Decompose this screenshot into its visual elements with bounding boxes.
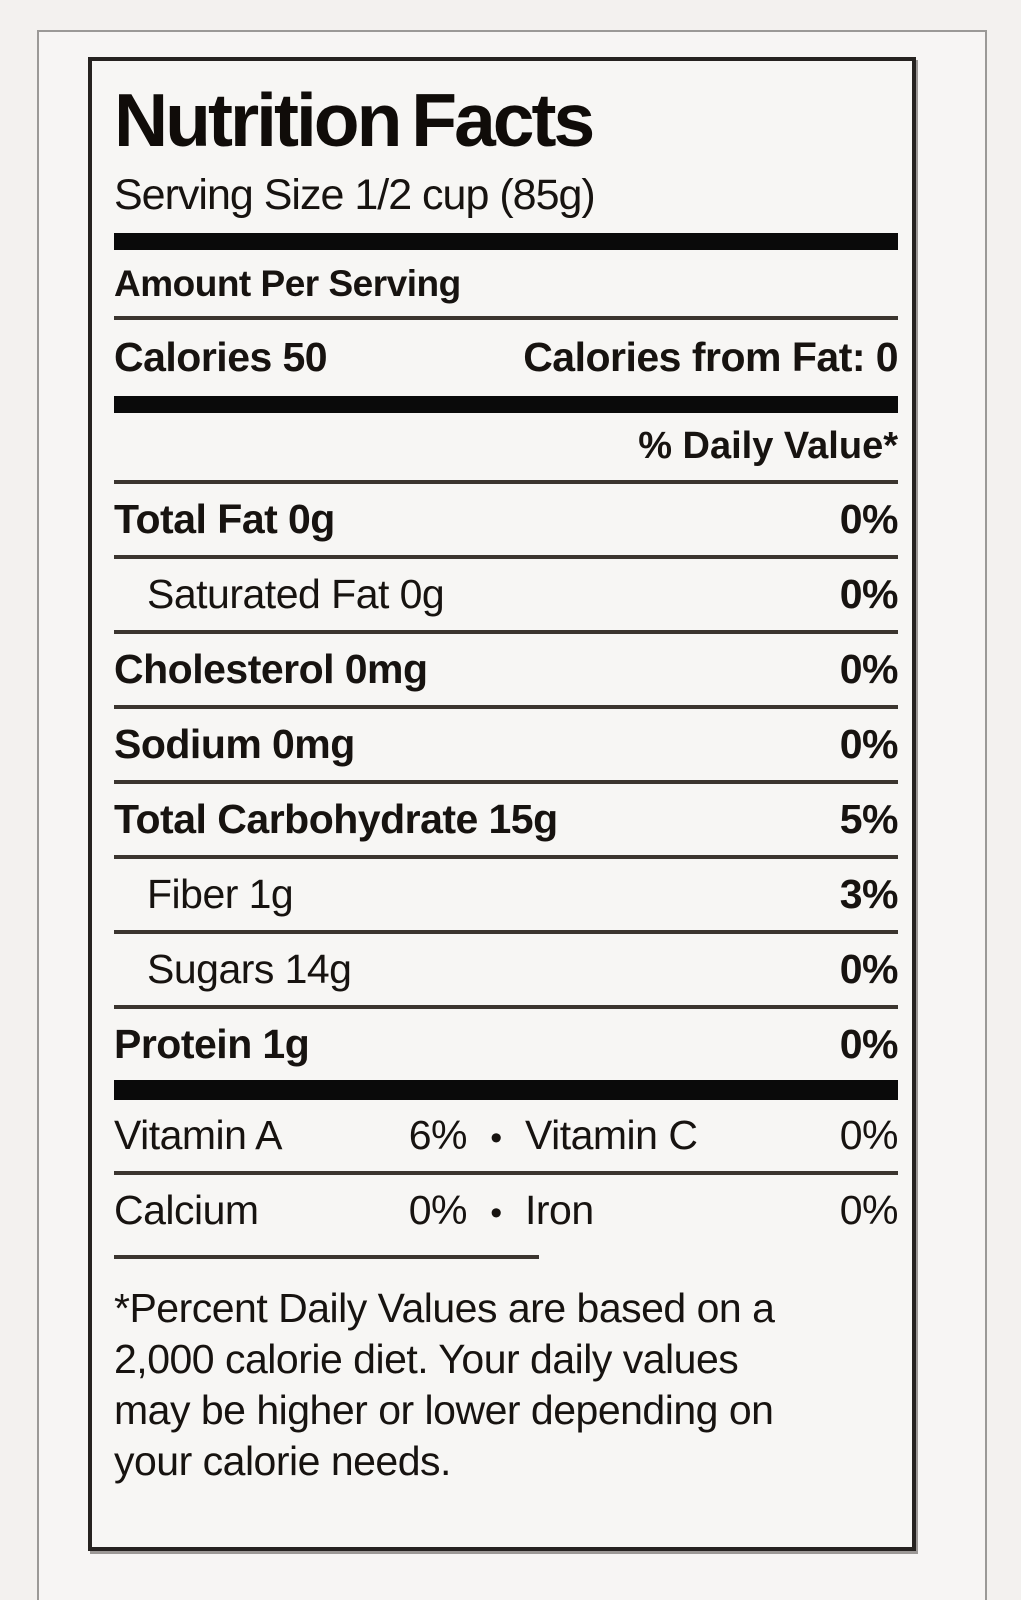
- footnote-line: *Percent Daily Values are based on a: [114, 1285, 775, 1332]
- divider: [114, 705, 898, 710]
- micronutrient-value: 6%: [408, 1112, 468, 1159]
- divider: [114, 1171, 898, 1176]
- footnote: *Percent Daily Values are based on a 2,0…: [114, 1283, 898, 1487]
- calories-value: 50: [282, 334, 328, 381]
- nutrient-amount: 0mg: [344, 646, 428, 693]
- nutrient-name: Sugars: [147, 946, 274, 993]
- nutrient-row-sodium: Sodium 0mg 0%: [114, 709, 899, 780]
- nutrient-daily-value: 0%: [839, 496, 899, 543]
- nutrient-daily-value: 0%: [839, 571, 899, 618]
- divider: [114, 555, 898, 560]
- calories: Calories 50: [114, 334, 328, 381]
- nutrient-row-saturated-fat: Saturated Fat 0g 0%: [114, 559, 899, 630]
- divider: [114, 316, 898, 321]
- micronutrient-row-vitamins: Vitamin A 6% • Vitamin C 0%: [114, 1100, 899, 1171]
- nutrient-amount: 15g: [488, 796, 559, 843]
- divider: [114, 1005, 898, 1010]
- nutrient-row-fiber: Fiber 1g 3%: [114, 859, 899, 930]
- bullet-separator: •: [490, 1119, 502, 1158]
- divider: [114, 930, 898, 935]
- micronutrient-value: 0%: [408, 1187, 468, 1234]
- nutrient-row-total-fat: Total Fat 0g 0%: [114, 484, 899, 555]
- nutrient-name: Protein: [114, 1021, 252, 1068]
- short-divider: [114, 1255, 539, 1260]
- nutrient-row-protein: Protein 1g 0%: [114, 1009, 899, 1080]
- nutrient-name: Fiber: [147, 871, 238, 918]
- nutrient-amount: 1g: [248, 871, 294, 918]
- nutrient-name: Saturated Fat: [147, 571, 389, 618]
- nutrient-amount: 0g: [399, 571, 445, 618]
- nutrient-daily-value: 0%: [839, 646, 899, 693]
- nutrient-amount: 1g: [262, 1021, 310, 1068]
- calories-from-fat-label: Calories from Fat:: [523, 334, 866, 381]
- micronutrient-row-minerals: Calcium 0% • Iron 0%: [114, 1175, 899, 1246]
- nutrient-row-cholesterol: Cholesterol 0mg 0%: [114, 634, 899, 705]
- micronutrient-name: Iron: [525, 1187, 594, 1234]
- micronutrient-value: 0%: [839, 1112, 899, 1159]
- label-title: Nutrition Facts: [114, 78, 595, 162]
- bullet-separator: •: [490, 1194, 502, 1233]
- amount-per-serving-label: Amount Per Serving: [114, 263, 461, 305]
- divider: [114, 480, 898, 485]
- footnote-line: your calorie needs.: [114, 1438, 451, 1485]
- nutrient-name: Total Carbohydrate: [114, 796, 478, 843]
- micronutrient-value: 0%: [839, 1187, 899, 1234]
- divider: [114, 630, 898, 635]
- nutrient-daily-value: 0%: [839, 1021, 899, 1068]
- nutrient-daily-value: 5%: [839, 796, 899, 843]
- daily-value-header: % Daily Value*: [638, 425, 898, 468]
- nutrient-name: Cholesterol: [114, 646, 335, 693]
- divider: [114, 780, 898, 785]
- calories-from-fat-value: 0: [875, 334, 899, 381]
- thick-divider-bottom: [114, 1080, 898, 1101]
- calories-label: Calories: [114, 334, 272, 381]
- footnote-line: 2,000 calorie diet. Your daily values: [114, 1336, 739, 1383]
- divider: [114, 855, 898, 860]
- micronutrient-name: Calcium: [114, 1187, 259, 1234]
- thick-divider-calories: [114, 396, 898, 414]
- footnote-line: may be higher or lower depending on: [114, 1387, 774, 1434]
- nutrition-facts-label: Nutrition Facts Serving Size 1/2 cup (85…: [88, 57, 916, 1551]
- nutrient-name: Sodium: [114, 721, 262, 768]
- micronutrient-name: Vitamin C: [525, 1112, 698, 1159]
- nutrient-row-total-carbohydrate: Total Carbohydrate 15g 5%: [114, 784, 899, 855]
- serving-size: Serving Size 1/2 cup (85g): [114, 171, 596, 219]
- calories-from-fat: Calories from Fat: 0: [523, 334, 898, 381]
- nutrient-amount: 14g: [284, 946, 352, 993]
- nutrient-daily-value: 0%: [839, 721, 899, 768]
- nutrient-amount: 0mg: [271, 721, 355, 768]
- micronutrient-name: Vitamin A: [114, 1112, 282, 1159]
- nutrient-daily-value: 0%: [839, 946, 899, 993]
- calories-row: Calories 50 Calories from Fat: 0: [114, 320, 899, 396]
- nutrient-amount: 0g: [287, 496, 335, 543]
- nutrient-name: Total Fat: [114, 496, 278, 543]
- nutrient-row-sugars: Sugars 14g 0%: [114, 934, 899, 1005]
- nutrient-daily-value: 3%: [839, 871, 899, 918]
- thick-divider-top: [114, 233, 898, 251]
